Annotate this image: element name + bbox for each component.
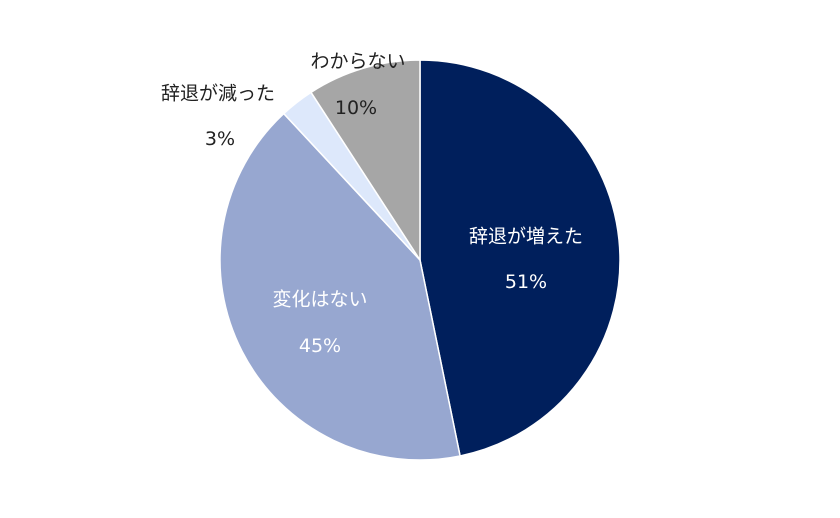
- label-decreased-name: 辞退が減った: [160, 82, 276, 105]
- label-unknown-pct: 10%: [334, 97, 378, 119]
- label-increased-name: 辞退が増えた: [468, 225, 584, 248]
- label-unknown-name: わからない: [310, 50, 406, 73]
- label-increased-pct: 51%: [504, 271, 548, 293]
- slice-no-change: [219, 112, 461, 461]
- slice-increased: [419, 59, 621, 457]
- slice-unknown: [309, 59, 421, 263]
- label-no-change-pct: 45%: [298, 335, 342, 357]
- label-decreased-pct: 3%: [204, 128, 236, 150]
- label-no-change-name: 変化はない: [272, 288, 368, 311]
